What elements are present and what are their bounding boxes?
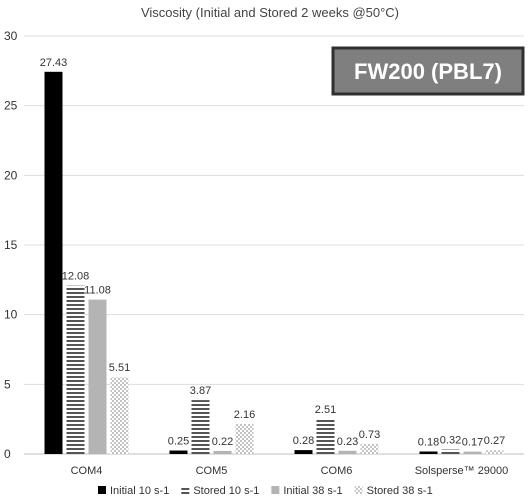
y-tick-label: 20 — [4, 168, 18, 182]
bars — [44, 71, 504, 455]
bar — [44, 71, 63, 455]
y-tick-label: 15 — [4, 238, 18, 252]
legend: Initial 10 s-1 Stored 10 s-1 Initial 38 s-… — [98, 485, 433, 497]
data-label: 0.25 — [168, 436, 189, 448]
data-label: 0.17 — [462, 437, 483, 449]
data-label: 0.23 — [337, 436, 358, 448]
bar — [338, 450, 357, 454]
bar — [235, 423, 254, 454]
data-label: 0.27 — [484, 435, 505, 447]
badge: FW200 (PBL7) — [331, 46, 525, 96]
data-label: 3.87 — [190, 385, 211, 397]
legend-swatch — [271, 486, 280, 494]
x-tick-label: COM5 — [196, 465, 228, 477]
bar — [316, 419, 335, 454]
gridlines — [24, 35, 524, 455]
badge-text: FW200 (PBL7) — [354, 59, 502, 84]
data-label: 0.28 — [293, 435, 314, 447]
data-label: 2.51 — [315, 404, 336, 416]
legend-label: Stored 10 s-1 — [193, 485, 259, 497]
x-tick-label: Solsperse™ 29000 — [415, 465, 509, 477]
data-label: 0.32 — [440, 435, 461, 447]
bar — [441, 449, 460, 454]
data-label: 0.22 — [212, 436, 233, 448]
legend-label: Initial 38 s-1 — [283, 485, 342, 497]
legend-swatch — [354, 486, 363, 494]
bar — [485, 450, 504, 454]
chart-title: Viscosity (Initial and Stored 2 weeks @5… — [141, 5, 399, 20]
x-axis-labels: COM4 COM5 COM6 Solsperse™ 29000 — [71, 465, 509, 477]
data-label: 0.73 — [359, 429, 380, 441]
y-tick-label: 25 — [4, 99, 18, 113]
data-label: 12.08 — [62, 271, 90, 283]
y-tick-label: 30 — [4, 29, 18, 43]
legend-label: Initial 10 s-1 — [110, 485, 169, 497]
bar — [213, 450, 232, 454]
legend-label: Stored 38 s-1 — [367, 485, 433, 497]
data-label: 2.16 — [234, 409, 255, 421]
bar — [463, 451, 482, 454]
bar — [360, 443, 379, 454]
y-tick-label: 10 — [4, 308, 18, 322]
y-tick-label: 0 — [4, 447, 11, 461]
data-labels: 27.43 12.08 11.08 5.51 0.25 3.87 0.22 2.16 0.28 2… — [40, 57, 505, 449]
badge-box — [331, 46, 525, 96]
bar — [66, 285, 85, 454]
bar — [169, 450, 188, 454]
bar — [294, 450, 313, 454]
data-label: 27.43 — [40, 57, 68, 69]
bar — [191, 400, 210, 454]
y-tick-label: 5 — [4, 377, 11, 391]
y-axis-ticks: 0 5 10 15 20 25 30 — [4, 29, 18, 461]
legend-swatch — [181, 486, 190, 494]
x-tick-label: COM6 — [321, 465, 353, 477]
data-label: 5.51 — [109, 362, 130, 374]
data-label: 11.08 — [84, 285, 111, 297]
bar — [88, 299, 107, 454]
legend-swatch — [98, 486, 106, 494]
x-tick-label: COM4 — [71, 465, 103, 477]
bar — [419, 451, 438, 454]
data-label: 0.18 — [418, 436, 439, 448]
bar — [110, 377, 129, 454]
